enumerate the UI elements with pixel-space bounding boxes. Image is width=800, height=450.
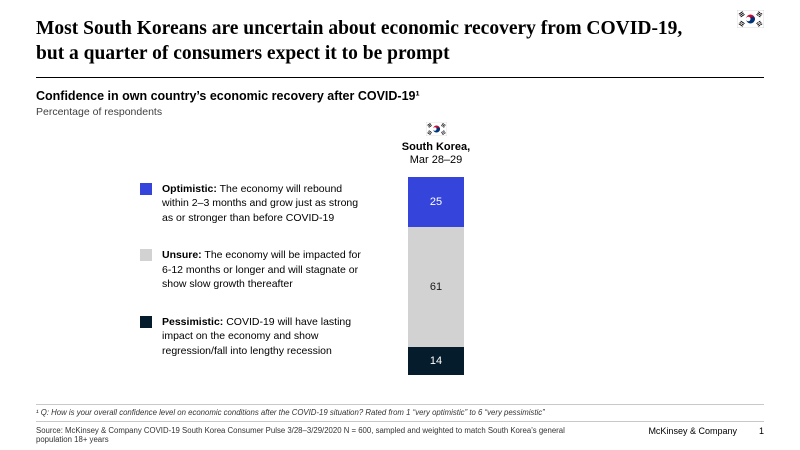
legend-text: Optimistic: The economy will rebound wit… <box>162 182 362 225</box>
source-divider <box>36 421 764 422</box>
legend-item-unsure: Unsure: The economy will be impacted for… <box>140 248 366 291</box>
legend-description: The economy will rebound within 2–3 mont… <box>162 182 359 224</box>
slide-title: Most South Koreans are uncertain about e… <box>36 18 683 65</box>
legend-description: The economy will be impacted for 6-12 mo… <box>162 249 361 291</box>
legend-text: Unsure: The economy will be impacted for… <box>162 248 362 291</box>
bar-value-label: 25 <box>429 195 443 208</box>
bar-value-label: 14 <box>429 355 443 368</box>
column-header-title: South Korea, <box>401 140 471 153</box>
chart-legend: Optimistic: The economy will rebound wit… <box>140 182 366 381</box>
footnote-divider <box>36 404 764 405</box>
south-korea-flag-icon <box>737 10 764 28</box>
chart-title: Confidence in own country’s economic rec… <box>36 88 420 103</box>
legend-description: COVID-19 will have lasting impact on the… <box>162 315 352 357</box>
page-number: 1 <box>758 426 764 436</box>
legend-swatch-optimistic <box>140 182 152 195</box>
legend-swatch-pessimistic <box>140 315 152 328</box>
bar-segment-pessimistic: 14 <box>408 347 464 376</box>
south-korea-flag-icon <box>425 121 447 136</box>
legend-swatch-unsure <box>140 249 152 262</box>
title-divider <box>36 76 764 78</box>
legend-label: Pessimistic: <box>162 315 224 328</box>
legend-item-optimistic: Optimistic: The economy will rebound wit… <box>140 182 366 225</box>
unit-label: Percentage of respondents <box>36 105 163 118</box>
slide-header: Most South Koreans are uncertain about e… <box>0 0 800 118</box>
legend-text: Pessimistic: COVID-19 will have lasting … <box>162 315 362 358</box>
bar-segment-optimistic: 25 <box>408 177 464 227</box>
chart-area: Optimistic: The economy will rebound wit… <box>0 121 800 384</box>
legend-label: Unsure: <box>162 249 202 262</box>
slide-footer: ¹ Q: How is your overall confidence leve… <box>36 404 764 444</box>
bar-column: South Korea, Mar 28–29 25 61 14 <box>376 121 496 376</box>
footnote-text: ¹ Q: How is your overall confidence leve… <box>36 408 545 417</box>
source-text: Source: McKinsey & Company COVID-19 Sout… <box>36 426 565 444</box>
bar-segment-unsure: 61 <box>408 226 464 348</box>
footer-row: Source: McKinsey & Company COVID-19 Sout… <box>36 422 764 444</box>
brand-name: McKinsey & Company <box>648 426 737 436</box>
stacked-bar: 25 61 14 <box>408 177 464 376</box>
brand-row: McKinsey & Company 1 <box>648 426 764 436</box>
column-header-dates: Mar 28–29 <box>409 154 463 167</box>
legend-label: Optimistic: <box>162 182 217 195</box>
bar-value-label: 61 <box>429 281 443 294</box>
legend-item-pessimistic: Pessimistic: COVID-19 will have lasting … <box>140 315 366 358</box>
